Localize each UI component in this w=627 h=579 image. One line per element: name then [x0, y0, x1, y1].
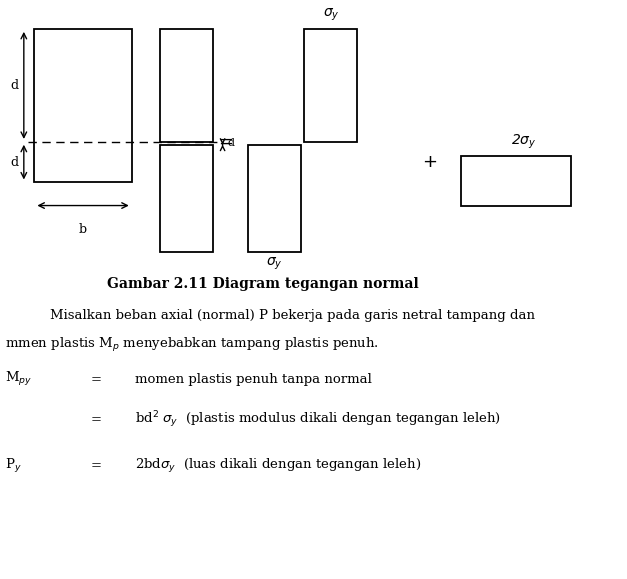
Text: mmen plastis M$_p$ menyebabkan tampang plastis penuh.: mmen plastis M$_p$ menyebabkan tampang p… — [5, 335, 379, 354]
Bar — [34, 29, 132, 182]
Text: 2$\sigma_y$: 2$\sigma_y$ — [511, 133, 536, 151]
Text: Gambar 2.11 Diagram tegangan normal: Gambar 2.11 Diagram tegangan normal — [107, 277, 419, 291]
Text: M$_{py}$: M$_{py}$ — [5, 370, 32, 389]
Bar — [304, 29, 357, 142]
Bar — [248, 145, 301, 252]
Text: +: + — [422, 153, 437, 171]
Text: momen plastis penuh tanpa normal: momen plastis penuh tanpa normal — [135, 373, 372, 386]
Text: $\sigma_y$: $\sigma_y$ — [323, 6, 339, 23]
Text: $\sigma_y$: $\sigma_y$ — [266, 255, 282, 272]
Text: =: = — [91, 373, 102, 386]
Text: =: = — [91, 413, 102, 426]
Bar — [160, 29, 213, 142]
Text: Misalkan beban axial (normal) P bekerja pada garis netral tampang dan: Misalkan beban axial (normal) P bekerja … — [50, 309, 535, 322]
Text: d: d — [11, 156, 19, 168]
Text: d: d — [228, 138, 234, 148]
Text: d: d — [11, 79, 19, 92]
Bar — [160, 145, 213, 252]
Text: bd$^2$ $\sigma_y$  (plastis modulus dikali dengan tegangan leleh): bd$^2$ $\sigma_y$ (plastis modulus dikal… — [135, 409, 501, 430]
Text: P$_y$: P$_y$ — [5, 457, 22, 475]
Text: 2bd$\sigma_y$  (luas dikali dengan tegangan leleh): 2bd$\sigma_y$ (luas dikali dengan tegang… — [135, 457, 421, 475]
Text: =: = — [218, 133, 233, 151]
Text: =: = — [91, 460, 102, 472]
Text: b: b — [79, 223, 87, 236]
Bar — [461, 156, 571, 206]
